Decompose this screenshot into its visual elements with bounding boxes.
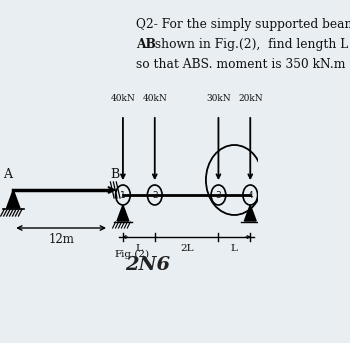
Text: Q2- For the simply supported beam: Q2- For the simply supported beam	[136, 18, 350, 31]
Text: AB: AB	[136, 38, 156, 51]
Text: B: B	[110, 168, 120, 181]
Text: 2L: 2L	[180, 244, 193, 253]
Text: 3: 3	[216, 190, 221, 200]
Text: 2N6: 2N6	[125, 256, 170, 274]
Text: 30kN: 30kN	[206, 94, 231, 103]
Text: L: L	[231, 244, 238, 253]
Text: 20kN: 20kN	[238, 94, 262, 103]
Text: 1: 1	[120, 190, 126, 200]
Text: so that ABS. moment is 350 kN.m: so that ABS. moment is 350 kN.m	[136, 58, 346, 71]
Polygon shape	[7, 190, 20, 208]
Text: 2: 2	[152, 190, 158, 200]
Text: shown in Fig.(2),  find length L: shown in Fig.(2), find length L	[151, 38, 348, 51]
Text: 12m: 12m	[48, 233, 74, 246]
Text: 4: 4	[247, 190, 253, 200]
Text: L: L	[135, 244, 142, 253]
Text: 40kN: 40kN	[111, 94, 135, 103]
Polygon shape	[244, 205, 256, 221]
Text: 40kN: 40kN	[142, 94, 167, 103]
Text: Fig.(2): Fig.(2)	[114, 250, 149, 259]
Polygon shape	[117, 205, 129, 221]
Text: A: A	[3, 168, 12, 181]
